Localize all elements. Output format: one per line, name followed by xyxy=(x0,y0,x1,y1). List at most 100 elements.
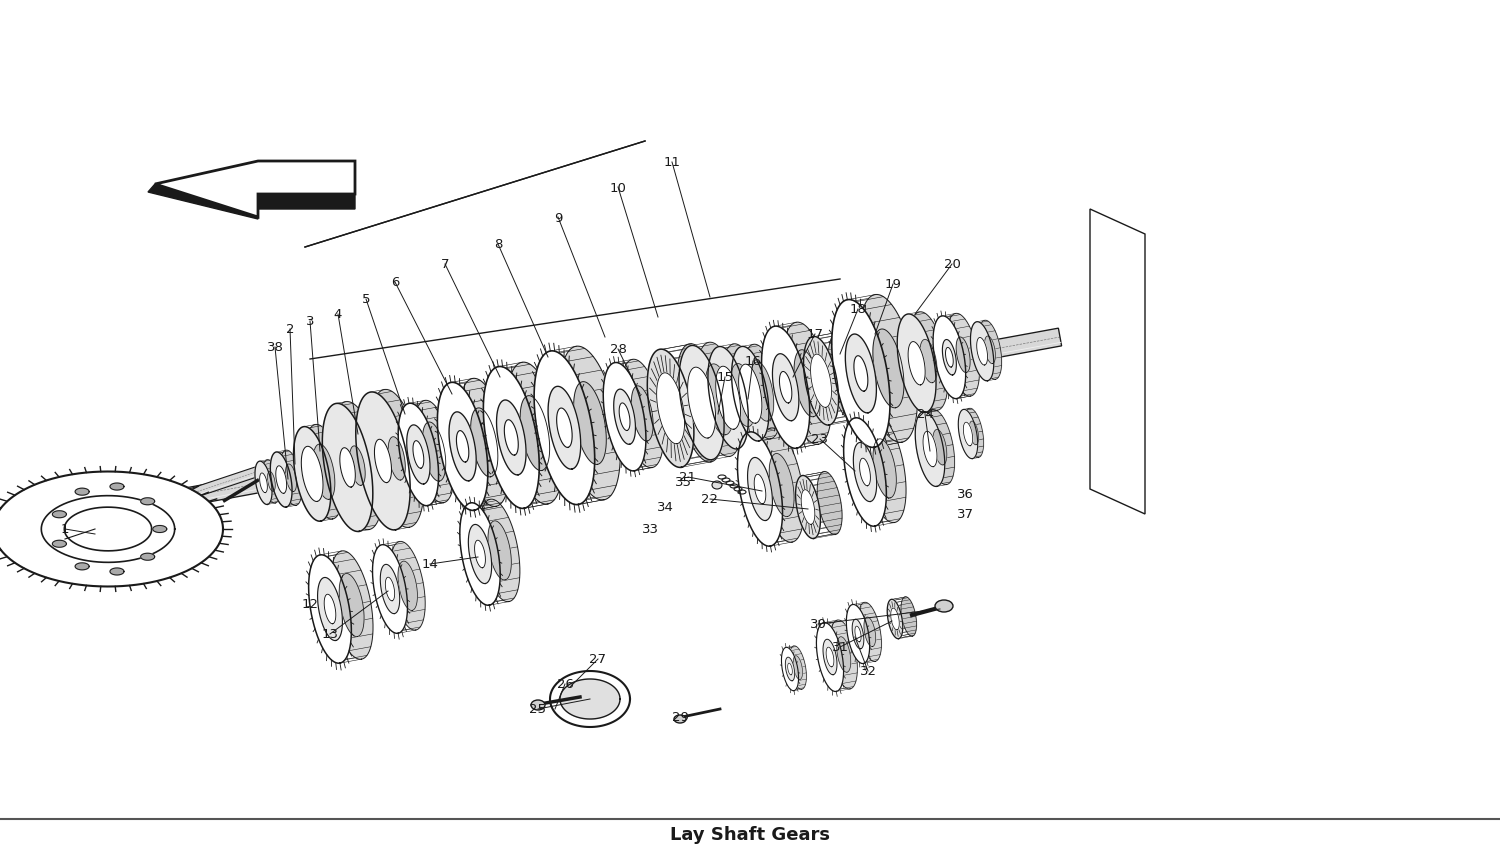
Text: 19: 19 xyxy=(885,279,902,291)
Polygon shape xyxy=(460,503,500,605)
Polygon shape xyxy=(859,295,918,443)
Text: 2: 2 xyxy=(286,323,294,336)
Text: 18: 18 xyxy=(849,303,867,316)
Polygon shape xyxy=(984,337,996,364)
Polygon shape xyxy=(75,563,88,571)
Polygon shape xyxy=(744,345,780,440)
Polygon shape xyxy=(789,647,807,690)
Polygon shape xyxy=(859,458,870,486)
Polygon shape xyxy=(970,322,994,381)
Polygon shape xyxy=(356,392,410,530)
Polygon shape xyxy=(828,333,862,421)
Polygon shape xyxy=(858,603,882,662)
Polygon shape xyxy=(976,338,987,365)
Polygon shape xyxy=(956,338,970,373)
Text: 36: 36 xyxy=(957,488,974,500)
Polygon shape xyxy=(782,647,798,691)
Polygon shape xyxy=(855,626,861,642)
Polygon shape xyxy=(520,396,549,471)
Text: 30: 30 xyxy=(810,618,826,630)
Polygon shape xyxy=(804,337,838,425)
Text: 17: 17 xyxy=(807,328,824,341)
Polygon shape xyxy=(864,617,876,647)
Polygon shape xyxy=(603,363,646,471)
Polygon shape xyxy=(908,342,926,386)
Ellipse shape xyxy=(531,701,544,710)
Polygon shape xyxy=(738,365,762,424)
Polygon shape xyxy=(459,379,510,507)
Polygon shape xyxy=(915,412,945,487)
Polygon shape xyxy=(794,350,820,417)
Text: 4: 4 xyxy=(334,308,342,321)
Polygon shape xyxy=(154,162,356,218)
Polygon shape xyxy=(837,637,850,673)
Polygon shape xyxy=(153,526,166,533)
Polygon shape xyxy=(330,551,374,659)
Polygon shape xyxy=(762,327,810,449)
Text: 25: 25 xyxy=(530,703,546,716)
Polygon shape xyxy=(747,458,772,521)
Polygon shape xyxy=(780,372,792,403)
Polygon shape xyxy=(386,577,394,601)
Text: 20: 20 xyxy=(944,258,960,271)
Text: 16: 16 xyxy=(744,355,762,368)
Polygon shape xyxy=(732,347,770,441)
Text: 31: 31 xyxy=(831,641,849,654)
Polygon shape xyxy=(620,403,630,431)
Ellipse shape xyxy=(674,715,686,723)
Text: 8: 8 xyxy=(494,238,502,252)
Text: 26: 26 xyxy=(556,678,573,690)
Polygon shape xyxy=(504,420,519,456)
Polygon shape xyxy=(339,574,364,637)
Polygon shape xyxy=(294,427,332,522)
Polygon shape xyxy=(550,671,630,728)
Polygon shape xyxy=(398,403,438,506)
Polygon shape xyxy=(438,383,488,511)
Polygon shape xyxy=(978,321,1002,380)
Text: 33: 33 xyxy=(642,523,658,536)
Text: 22: 22 xyxy=(702,493,718,506)
Polygon shape xyxy=(372,545,408,634)
Text: 6: 6 xyxy=(392,276,399,289)
Polygon shape xyxy=(53,541,66,548)
Polygon shape xyxy=(285,464,297,492)
Polygon shape xyxy=(406,425,430,484)
Polygon shape xyxy=(350,446,364,486)
Polygon shape xyxy=(783,322,831,445)
Polygon shape xyxy=(75,489,88,495)
Polygon shape xyxy=(260,473,267,493)
Text: 12: 12 xyxy=(302,598,318,611)
Polygon shape xyxy=(846,334,876,414)
Text: 9: 9 xyxy=(554,211,562,225)
Polygon shape xyxy=(302,446,322,502)
Polygon shape xyxy=(375,440,392,483)
Polygon shape xyxy=(933,316,966,399)
Polygon shape xyxy=(496,401,526,475)
Text: 10: 10 xyxy=(609,181,627,194)
Polygon shape xyxy=(390,542,424,630)
Polygon shape xyxy=(810,354,831,408)
Text: 27: 27 xyxy=(590,652,606,666)
Polygon shape xyxy=(255,462,272,505)
Polygon shape xyxy=(846,604,870,663)
Polygon shape xyxy=(648,349,694,468)
Text: 5: 5 xyxy=(362,293,370,306)
Polygon shape xyxy=(708,347,748,450)
Polygon shape xyxy=(471,408,498,478)
Polygon shape xyxy=(534,351,594,505)
Text: 3: 3 xyxy=(306,315,315,328)
Polygon shape xyxy=(759,429,804,543)
Polygon shape xyxy=(942,340,957,376)
Polygon shape xyxy=(381,565,399,614)
Polygon shape xyxy=(853,443,876,502)
Text: 32: 32 xyxy=(859,665,876,678)
Polygon shape xyxy=(853,356,868,392)
Polygon shape xyxy=(448,413,476,481)
Text: 28: 28 xyxy=(609,344,627,356)
Polygon shape xyxy=(657,373,684,444)
Polygon shape xyxy=(738,432,783,547)
Polygon shape xyxy=(902,597,916,636)
Polygon shape xyxy=(174,329,1062,508)
Polygon shape xyxy=(909,312,948,411)
Polygon shape xyxy=(322,404,374,532)
